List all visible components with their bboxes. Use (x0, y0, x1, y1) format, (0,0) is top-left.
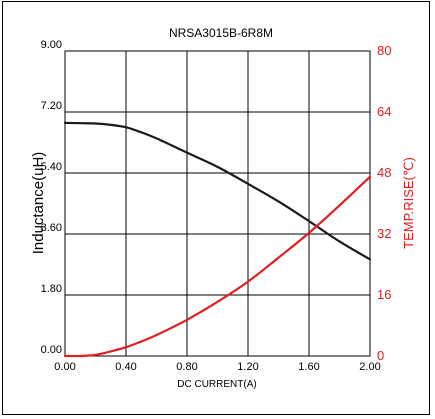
right-tick-label: 64 (377, 104, 391, 119)
plot-area-border (64, 50, 371, 357)
x-tick-label: 0.80 (176, 361, 197, 373)
right-axis-ticks: 0 16 32 48 64 80 (377, 43, 391, 363)
grid (65, 51, 370, 356)
left-axis-label: Inductance(uH) (30, 152, 47, 255)
chart-frame: NRSA3015B-6R8M 0.00 1.80 3.60 5.40 7.20 9.00 … (2, 1, 430, 415)
left-tick-label: 1.80 (41, 283, 62, 295)
right-axis-label: TEMP.RISE(℃) (401, 157, 416, 249)
left-tick-label: 3.60 (41, 222, 62, 234)
chart-title: NRSA3015B-6R8M (169, 26, 273, 40)
left-tick-label: 7.20 (41, 100, 62, 112)
x-tick-label: 1.20 (237, 361, 258, 373)
x-tick-label: 0.00 (54, 361, 75, 373)
left-tick-label: 5.40 (41, 161, 62, 173)
right-tick-label: 0 (377, 348, 384, 363)
right-tick-label: 48 (377, 165, 391, 180)
left-axis-ticks: 0.00 1.80 3.60 5.40 7.20 9.00 (41, 39, 62, 356)
left-tick-label: 9.00 (41, 39, 62, 51)
series-group (63, 121, 372, 358)
series-line-temp-rise (63, 175, 372, 358)
x-tick-label: 0.40 (115, 361, 136, 373)
x-axis-label: DC CURRENT(A) (177, 379, 256, 390)
x-tick-label: 2.00 (359, 361, 380, 373)
inductance-temp-chart: NRSA3015B-6R8M 0.001.803.605.407.209.00 … (30, 26, 416, 390)
x-tick-label: 1.60 (298, 361, 319, 373)
right-tick-label: 16 (377, 287, 391, 302)
right-tick-label: 80 (377, 43, 391, 58)
series-line-inductance (63, 121, 372, 261)
right-tick-label: 32 (377, 226, 391, 241)
left-tick-label: 0.00 (41, 344, 62, 356)
x-axis-ticks: 0.00 0.40 0.80 1.20 1.60 2.00 (54, 361, 380, 373)
